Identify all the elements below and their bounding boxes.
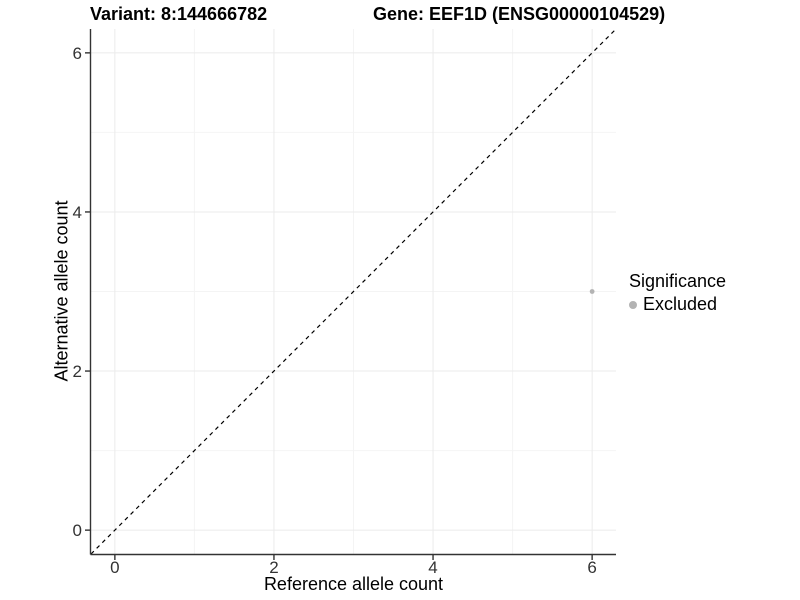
legend-key-dot-icon	[629, 300, 637, 309]
identity-line	[90, 28, 617, 555]
x-tick-label: 6	[587, 558, 596, 577]
x-tick-label: 4	[428, 558, 437, 577]
legend-title: Significance	[629, 271, 727, 291]
legend-items: Excluded	[629, 294, 726, 315]
data-point	[589, 289, 595, 294]
y-tick-label: 6	[73, 44, 82, 63]
y-axis-label: Alternative allele count	[51, 200, 72, 382]
plot-title-gene: Gene: EEF1D (ENSG00000104529)	[373, 4, 666, 24]
legend-item: Excluded	[629, 294, 726, 315]
x-tick-label: 0	[110, 558, 119, 577]
y-tick-label: 4	[73, 203, 82, 222]
x-axis-label: Reference allele count	[263, 574, 444, 594]
plot-title-variant: Variant: 8:144666782	[90, 4, 268, 24]
y-tick-label: 2	[73, 362, 82, 381]
legend-item-label: Excluded	[643, 294, 718, 314]
x-tick-label: 2	[269, 558, 278, 577]
legend: Significance Excluded	[629, 271, 726, 315]
y-tick-label: 0	[73, 521, 82, 540]
